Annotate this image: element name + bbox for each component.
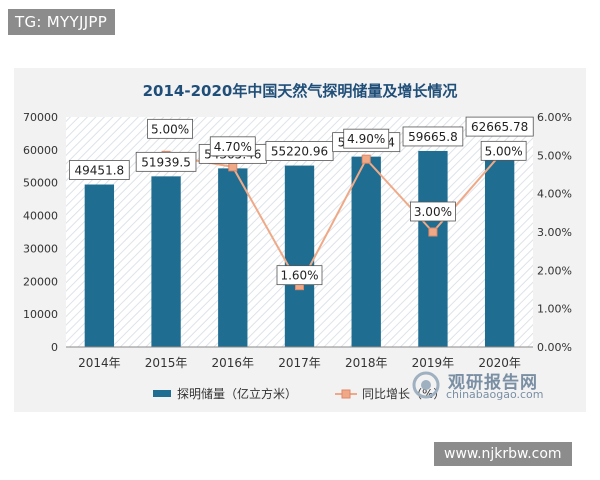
y-left-tick-label: 30000 (23, 242, 58, 255)
x-tick-label: 2019年 (412, 356, 455, 370)
y-left-tick-label: 70000 (23, 111, 58, 124)
bar-value-label: 51939.5 (135, 151, 197, 172)
svg-text:1.60%: 1.60% (280, 269, 318, 283)
svg-text:51939.5: 51939.5 (141, 155, 191, 169)
chart-title: 2014-2020年中国天然气探明储量及增长情况 (143, 82, 458, 100)
svg-text:3.00%: 3.00% (414, 205, 452, 219)
svg-text:5.00%: 5.00% (151, 122, 189, 136)
line-value-label: 5.00% (147, 118, 193, 139)
line-value-label: 5.00% (480, 140, 527, 161)
x-tick-label: 2015年 (145, 356, 188, 370)
watermark-top: TG: MYYJJPP (8, 9, 116, 35)
line-value-label: 1.60% (276, 265, 323, 286)
bar-value-label: 59665.8 (402, 126, 464, 147)
y-right-tick-label: 3.00% (537, 226, 572, 239)
x-tick-label: 2018年 (345, 356, 388, 370)
bar (484, 141, 515, 347)
bar (351, 156, 381, 347)
bar-value-label: 55220.96 (265, 141, 334, 161)
legend: 探明储量（亿立方米） 同比增长（%） (153, 386, 445, 401)
y-right-tick-label: 5.00% (537, 149, 572, 162)
y-right-tick-label: 4.00% (537, 188, 572, 201)
y-right-tick-label: 6.00% (537, 111, 572, 124)
line-value-label: 4.90% (343, 128, 390, 149)
logo-name: 观研报告网 (448, 373, 538, 393)
y-right-tick-label: 2.00% (537, 264, 572, 277)
logo: 观研报告网 chinabaogao.com (410, 368, 585, 402)
bar (218, 168, 248, 347)
svg-text:62665.78: 62665.78 (471, 120, 528, 134)
bar (284, 165, 315, 347)
svg-text:49451.8: 49451.8 (75, 164, 125, 178)
growth-point (361, 154, 371, 164)
bar (418, 150, 448, 347)
svg-text:4.90%: 4.90% (347, 132, 385, 146)
y-left-tick-label: 0 (51, 341, 58, 354)
y-right-tick-label: 1.00% (537, 303, 572, 316)
y-left-tick-label: 20000 (23, 275, 58, 288)
svg-text:55220.96: 55220.96 (271, 145, 328, 159)
logo-url: chinabaogao.com (446, 388, 544, 401)
y-left-tick-label: 60000 (23, 144, 58, 157)
line-value-label: 3.00% (410, 201, 456, 222)
watermark-bottom: www.njkrbw.com (434, 442, 572, 466)
x-tick-label: 2020年 (478, 356, 521, 370)
y-right-tick-label: 0.00% (537, 341, 572, 354)
logo-mark-icon (412, 371, 440, 399)
y-left-tick-label: 40000 (23, 210, 58, 223)
bar (84, 184, 115, 347)
bar-value-label: 62665.78 (465, 116, 534, 137)
x-tick-label: 2016年 (212, 356, 255, 370)
legend-bar-label: 探明储量（亿立方米） (177, 386, 297, 401)
growth-point (228, 162, 238, 172)
x-tick-label: 2014年 (78, 356, 121, 370)
bar (151, 176, 181, 347)
svg-text:5.00%: 5.00% (485, 144, 523, 158)
y-left-tick-label: 50000 (23, 177, 58, 190)
y-left-tick-label: 10000 (23, 308, 58, 321)
line-value-label: 4.70% (209, 136, 256, 157)
x-tick-label: 2017年 (278, 356, 321, 370)
bar-value-label: 49451.8 (69, 160, 130, 180)
svg-text:4.70%: 4.70% (214, 140, 252, 154)
legend-bar-swatch (153, 390, 171, 397)
svg-text:59665.8: 59665.8 (408, 130, 458, 144)
growth-point (428, 227, 438, 237)
